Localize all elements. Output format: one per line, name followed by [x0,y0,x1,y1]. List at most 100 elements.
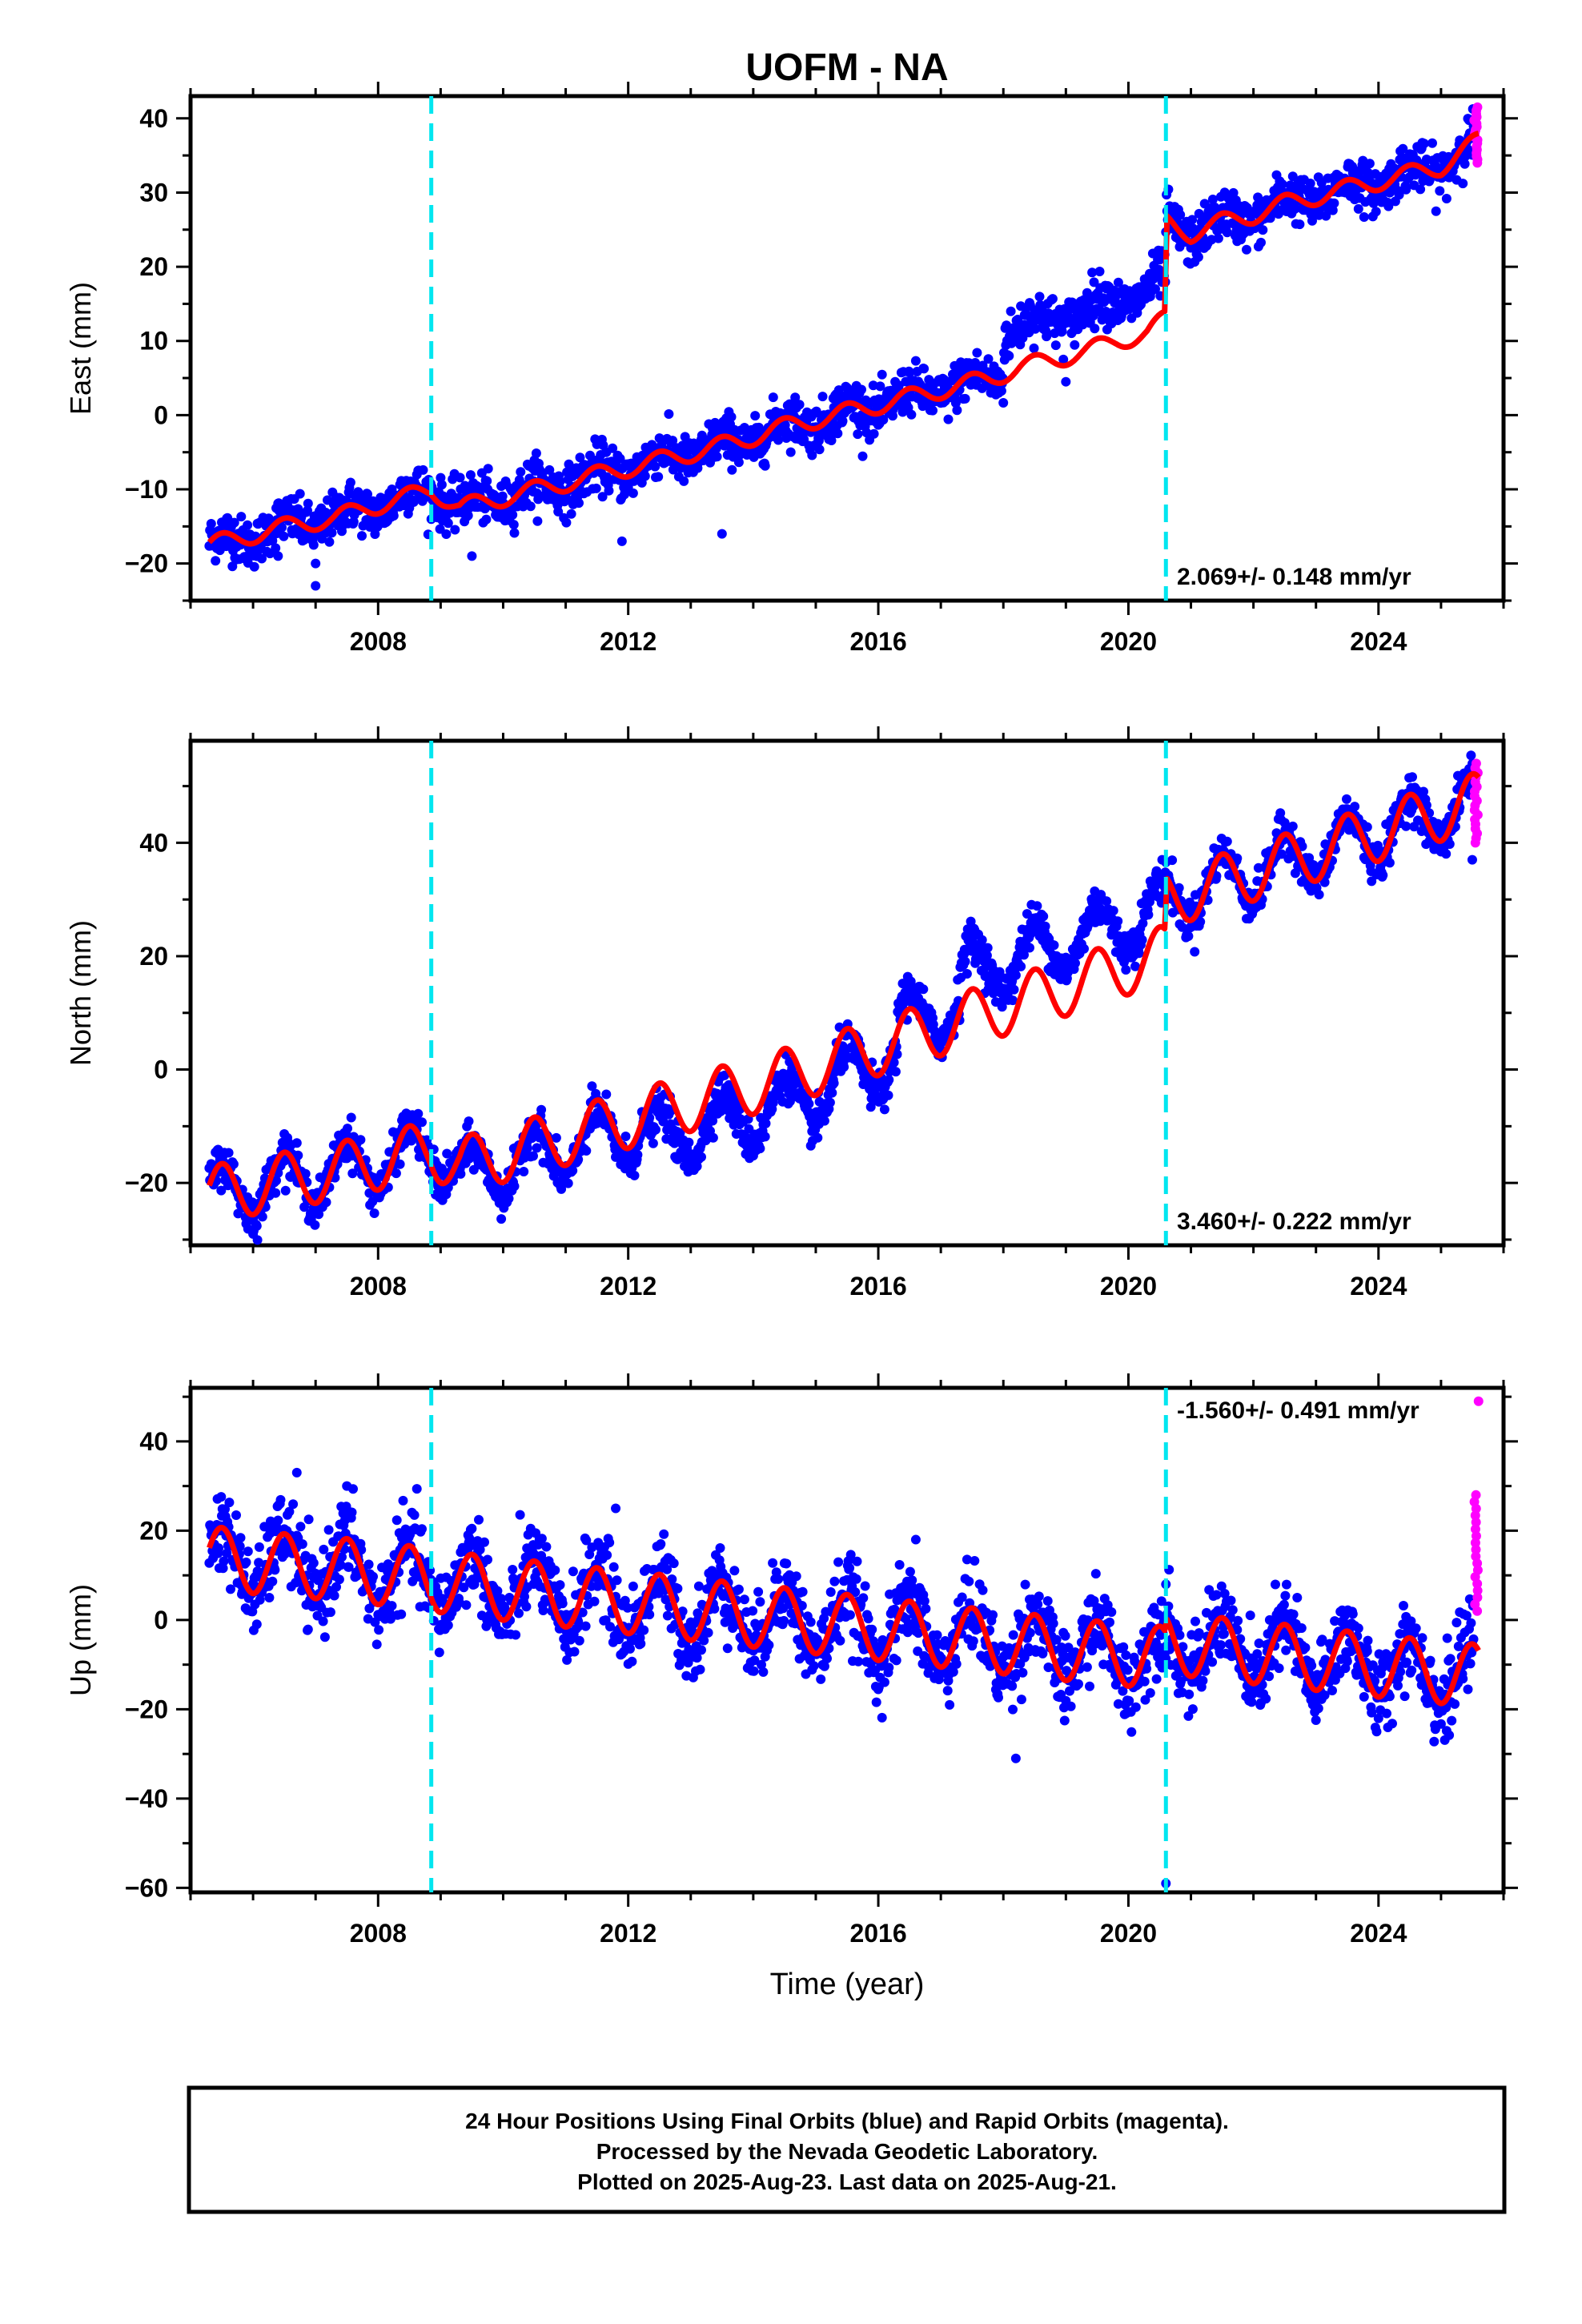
data-point [1050,340,1061,351]
data-point [508,1565,518,1574]
data-point [288,1499,299,1510]
data-point [684,1137,694,1148]
data-point [229,517,239,528]
data-point [1038,911,1049,922]
data-point [982,951,992,961]
data-point [1006,306,1016,316]
data-point [760,460,770,471]
data-point [1070,340,1080,350]
data-point [436,480,447,490]
data-point [906,409,917,420]
plot-frame [188,1385,1506,1895]
data-point [919,364,930,374]
data-point [481,514,492,525]
data-point [892,1049,902,1059]
data-point [608,1562,619,1572]
data-point [357,531,367,541]
data-point [1295,219,1305,230]
data-point [1019,950,1029,960]
data-point [664,409,674,419]
data-point [456,1168,466,1179]
data-point [395,1159,405,1169]
data-point [708,1116,718,1126]
rapid-point [1472,102,1483,112]
data-point [1113,916,1123,927]
data-point [1394,190,1404,200]
y-tick-label: −20 [125,1695,168,1723]
data-point [409,1510,420,1520]
data-point [608,443,618,453]
data-point [450,525,460,535]
y-tick-label: 20 [139,942,168,971]
data-point [1367,876,1377,887]
data-point [514,1608,524,1618]
data-point [277,522,287,533]
data-point [303,1514,314,1525]
chart-title: UOFM - NA [745,46,948,89]
outlier-point [273,551,283,561]
data-point [556,1184,567,1194]
data-point [308,1558,319,1568]
data-point [396,1609,407,1619]
data-point [861,428,872,438]
data-point [761,1118,771,1128]
x-tick-label: 2012 [600,1919,656,1948]
velocity-rate-label: 2.069+/- 0.148 mm/yr [1177,564,1411,590]
data-point [1121,965,1131,975]
data-point [853,429,863,440]
data-point [857,384,866,395]
outlier-point [616,536,627,546]
data-point [827,1088,837,1098]
data-point [1034,292,1045,302]
data-point [869,428,879,439]
data-point [790,392,801,403]
data-point [568,1165,578,1176]
data-point [303,498,313,509]
y-tick-label: −10 [125,475,168,504]
data-point [525,501,536,512]
data-point [536,1104,547,1115]
data-point [878,415,889,425]
data-point [321,1197,331,1208]
x-tick-label: 2008 [350,1272,407,1301]
data-point [413,1108,424,1119]
data-point [303,1624,313,1634]
data-point [528,1151,538,1161]
x-tick-label: 2024 [1350,1919,1407,1948]
data-point [1290,204,1300,214]
data-point [1415,184,1426,195]
data-point [581,1146,592,1156]
data-point [1207,195,1218,204]
data-point [511,1630,521,1640]
data-point [1004,351,1014,361]
data-point [569,1647,580,1657]
data-point [241,1557,251,1567]
data-point [814,444,825,455]
data-point [1113,277,1123,287]
data-point [1130,961,1140,971]
data-point [1305,179,1315,188]
data-point [943,414,954,424]
data-point [1040,921,1050,931]
data-point [875,381,885,392]
data-point [589,1596,600,1606]
data-point [1458,179,1468,189]
data-point [1042,332,1052,342]
data-point [541,1542,552,1552]
data-point [928,405,938,416]
outlier-point [717,529,727,539]
data-point [1058,354,1069,364]
data-point [442,1148,452,1159]
data-point [597,492,608,502]
data-point [443,1620,453,1630]
data-point [1466,750,1476,761]
data-point [972,348,982,358]
data-point [587,1081,597,1092]
data-point [270,1565,280,1575]
data-point [574,498,584,509]
data-point [1368,198,1379,208]
data-point [825,1097,835,1108]
data-point [1383,201,1394,211]
data-point [257,553,267,564]
data-point [632,1150,643,1160]
